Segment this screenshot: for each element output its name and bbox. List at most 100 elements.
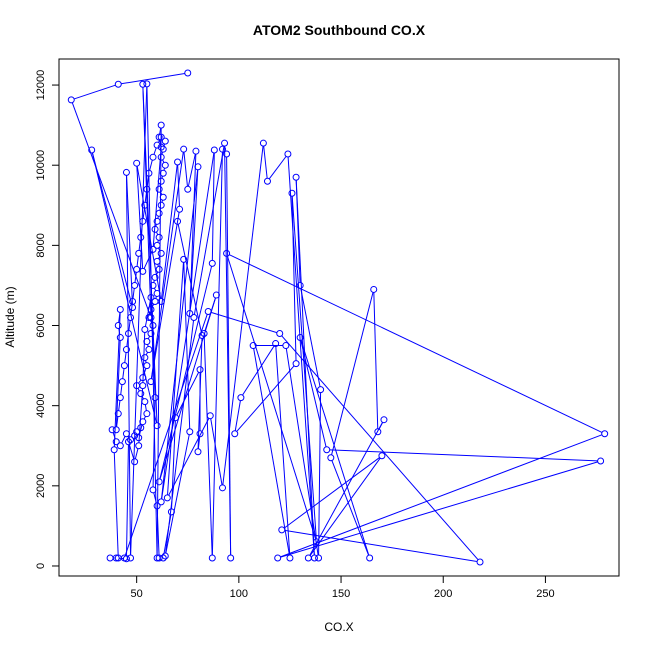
data-point (208, 259, 216, 267)
data-point (131, 458, 139, 466)
data-point (176, 205, 184, 213)
data-point (155, 233, 163, 241)
data-point (180, 255, 188, 263)
data-point (147, 305, 155, 313)
series-segment (152, 150, 162, 247)
series-segment (138, 240, 141, 251)
data-point (153, 257, 161, 265)
data-point (112, 426, 120, 434)
series-segment (144, 192, 147, 203)
series-segment (183, 262, 191, 429)
data-point (124, 438, 132, 446)
data-point (174, 217, 182, 225)
series-segment (300, 340, 327, 447)
data-point (194, 448, 202, 456)
data-point (137, 233, 145, 241)
series-segment (140, 224, 143, 235)
data-point (323, 446, 331, 454)
data-point (112, 554, 120, 562)
data-point (67, 96, 75, 104)
y-tick-label: 12000 (35, 70, 47, 101)
data-point (145, 169, 153, 177)
data-point (127, 554, 135, 562)
series-segment (284, 529, 478, 562)
data-point (116, 334, 124, 342)
data-point (200, 330, 208, 338)
data-point (120, 362, 128, 370)
y-tick-label: 4000 (35, 393, 47, 417)
series-segment (161, 169, 199, 499)
x-tick-label: 200 (434, 588, 452, 600)
data-point (112, 438, 120, 446)
series-segment (124, 314, 208, 556)
data-point (143, 362, 151, 370)
series-segment (146, 176, 150, 187)
series-segment (167, 262, 184, 495)
data-point (184, 69, 192, 77)
series-segment (280, 461, 598, 558)
data-point (186, 309, 194, 317)
data-point (161, 552, 169, 560)
data-point (139, 382, 147, 390)
series-segment (373, 292, 379, 429)
data-point (208, 554, 216, 562)
data-point (139, 374, 147, 382)
data-point (108, 426, 116, 434)
series-segment (329, 449, 598, 462)
series-segment (171, 420, 176, 509)
data-point (167, 508, 175, 516)
data-point (212, 291, 220, 299)
data-point (159, 169, 167, 177)
data-point (149, 281, 157, 289)
data-point (237, 394, 245, 402)
series-segment (132, 288, 135, 299)
series-segment (91, 152, 133, 305)
series-segment (118, 400, 121, 411)
series-segment (285, 348, 319, 556)
data-point (259, 139, 267, 147)
series-segment (197, 338, 203, 449)
data-point (131, 432, 139, 440)
data-point (204, 307, 212, 315)
data-point (159, 554, 167, 562)
y-tick-label: 0 (35, 563, 47, 569)
data-point (149, 153, 157, 161)
series-segment (124, 352, 127, 363)
data-point (145, 314, 153, 321)
x-axis-label: CO.X (324, 620, 353, 634)
data-point (116, 394, 124, 402)
series-segment (73, 84, 116, 100)
series-segment (229, 254, 603, 433)
data-point (223, 249, 231, 257)
series-segment (161, 164, 178, 299)
data-point (219, 484, 227, 492)
x-tick-label: 100 (230, 588, 248, 600)
data-series (67, 69, 609, 566)
data-point (180, 145, 188, 153)
data-point (114, 322, 122, 330)
data-point (88, 146, 96, 154)
data-point (122, 430, 130, 438)
series-segment (152, 400, 156, 487)
series-segment (177, 224, 202, 333)
data-point (149, 245, 157, 253)
data-point (221, 139, 229, 147)
series-segment (176, 372, 200, 416)
data-point (157, 498, 165, 506)
series-segment (128, 320, 131, 331)
series-segment (263, 146, 268, 179)
series-segment (136, 166, 162, 299)
series-segment (144, 404, 147, 411)
series-segment (150, 152, 184, 379)
series-segment (183, 152, 188, 187)
data-point (116, 442, 124, 450)
series-segment (149, 159, 153, 171)
data-point (155, 554, 163, 562)
data-point (141, 201, 149, 209)
series-segment (234, 400, 241, 431)
data-point (155, 478, 163, 486)
data-point (476, 558, 484, 566)
data-point (155, 265, 163, 273)
series-segment (130, 86, 148, 555)
data-point (151, 225, 159, 233)
